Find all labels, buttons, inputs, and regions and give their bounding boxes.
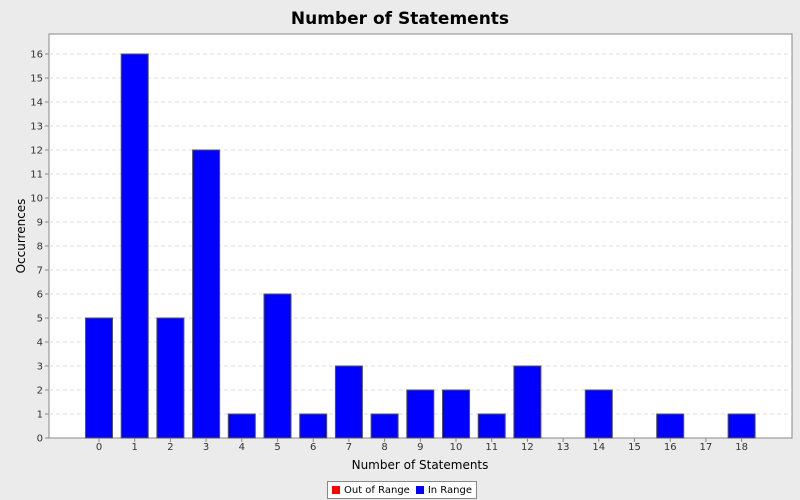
- bar-3: [193, 150, 220, 438]
- legend: Out of Range In Range: [327, 481, 477, 499]
- bar-0: [86, 318, 113, 438]
- y-tick-label-8: 8: [37, 242, 43, 253]
- x-tick-label-15: 15: [628, 442, 641, 453]
- x-tick-label-11: 11: [485, 442, 498, 453]
- y-tick-label-15: 15: [30, 74, 43, 85]
- y-tick-label-2: 2: [37, 386, 43, 397]
- bar-11: [478, 414, 505, 438]
- x-tick-label-18: 18: [735, 442, 748, 453]
- x-tick-label-7: 7: [346, 442, 352, 453]
- x-tick-label-17: 17: [700, 442, 713, 453]
- y-tick-label-5: 5: [37, 314, 43, 325]
- legend-swatch-blue: [416, 486, 424, 494]
- bar-8: [371, 414, 398, 438]
- legend-swatch-red: [332, 486, 340, 494]
- bar-14: [585, 390, 612, 438]
- y-tick-label-4: 4: [37, 338, 43, 349]
- y-tick-label-6: 6: [37, 290, 43, 301]
- x-tick-label-9: 9: [417, 442, 423, 453]
- bar-18: [728, 414, 755, 438]
- bar-10: [443, 390, 470, 438]
- y-axis-label: Occurrences: [14, 199, 28, 274]
- bar-7: [335, 366, 362, 438]
- x-tick-label-14: 14: [592, 442, 605, 453]
- x-tick-label-4: 4: [239, 442, 245, 453]
- bar-9: [407, 390, 434, 438]
- chart-title: Number of Statements: [291, 9, 509, 29]
- x-tick-label-1: 1: [132, 442, 138, 453]
- y-tick-label-1: 1: [37, 410, 43, 421]
- bar-6: [300, 414, 327, 438]
- y-tick-label-14: 14: [30, 98, 43, 109]
- bar-5: [264, 294, 291, 438]
- y-tick-label-10: 10: [30, 194, 43, 205]
- y-tick-label-7: 7: [37, 266, 43, 277]
- bar-2: [157, 318, 184, 438]
- bar-1: [121, 54, 148, 438]
- y-tick-label-11: 11: [30, 170, 43, 181]
- x-tick-label-6: 6: [310, 442, 316, 453]
- legend-label-in-range: In Range: [428, 485, 472, 496]
- legend-label-out-of-range: Out of Range: [344, 485, 410, 496]
- x-tick-label-0: 0: [96, 442, 102, 453]
- y-tick-label-12: 12: [30, 146, 43, 157]
- y-tick-label-16: 16: [30, 50, 43, 61]
- y-tick-label-3: 3: [37, 362, 43, 373]
- bar-4: [228, 414, 255, 438]
- y-tick-label-0: 0: [37, 434, 43, 445]
- x-tick-label-13: 13: [557, 442, 570, 453]
- x-axis-label: Number of Statements: [352, 458, 489, 472]
- x-tick-label-5: 5: [274, 442, 280, 453]
- x-axis-ticks: 0 1 2 3 4 5 6 7 8 9 10 11 12 13 14 15 16 17 18: [96, 438, 748, 453]
- x-tick-label-3: 3: [203, 442, 209, 453]
- bar-12: [514, 366, 541, 438]
- y-tick-label-13: 13: [30, 122, 43, 133]
- x-tick-label-8: 8: [381, 442, 387, 453]
- x-tick-label-10: 10: [450, 442, 463, 453]
- x-tick-label-16: 16: [664, 442, 677, 453]
- y-tick-label-9: 9: [37, 218, 43, 229]
- x-tick-label-2: 2: [167, 442, 173, 453]
- x-tick-label-12: 12: [521, 442, 534, 453]
- legend-item-out-of-range: Out of Range: [332, 485, 410, 496]
- legend-item-in-range: In Range: [416, 485, 472, 496]
- bar-16: [657, 414, 684, 438]
